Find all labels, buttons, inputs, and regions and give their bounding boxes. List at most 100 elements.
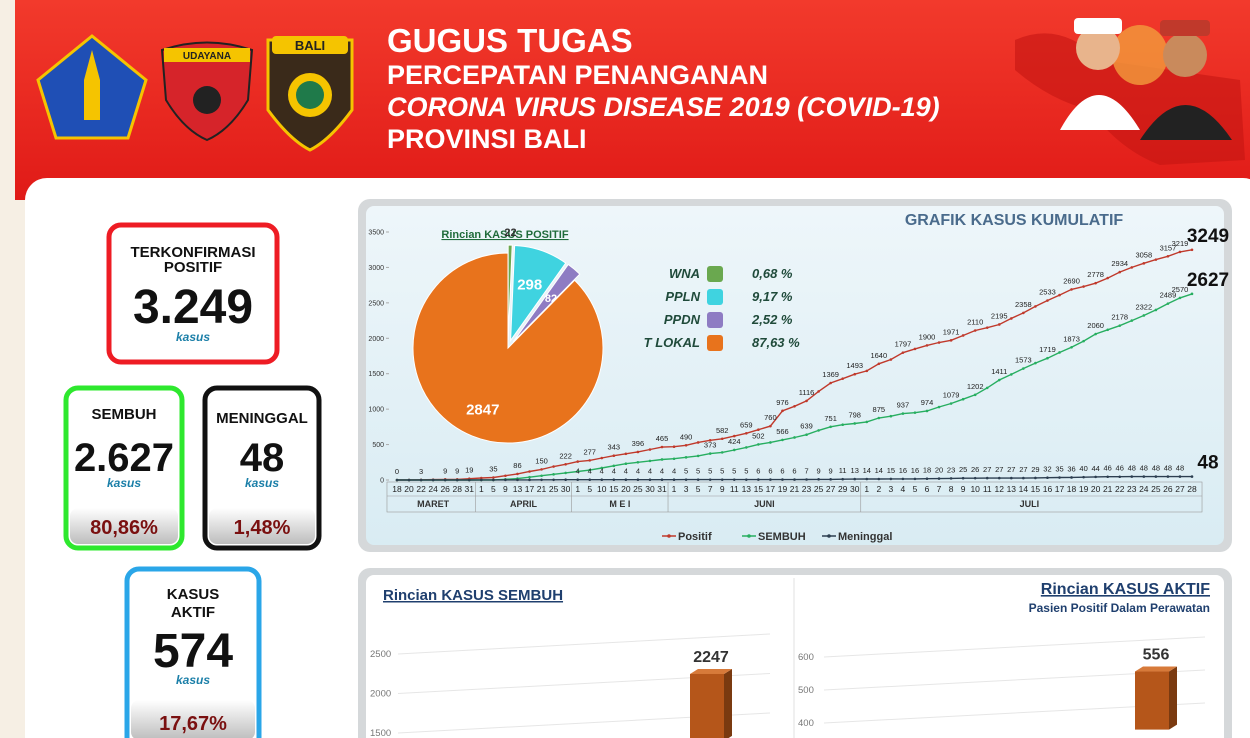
x-tick-label: 31 [465,484,475,494]
value-label: 48 [1164,464,1172,473]
value-label: 937 [897,401,910,410]
value-label: 4 [600,467,604,476]
data-point [973,393,977,397]
data-point [1142,314,1146,317]
data-point [829,478,832,481]
value-label: 5 [708,467,712,476]
value-label: 36 [1067,464,1075,473]
data-point [781,409,784,413]
card-unit: kasus [245,476,279,490]
card-unit: kasus [176,330,210,344]
pie-legend-swatch [707,335,723,351]
data-point [1010,317,1013,320]
data-point [467,478,471,482]
x-tick-label: 20 [621,484,631,494]
data-point [1034,305,1037,308]
data-point [1130,475,1134,478]
data-point [901,351,905,354]
data-point [600,466,604,470]
data-point [708,478,712,481]
x-tick-label: 5 [913,484,918,494]
data-point [636,478,640,482]
card-label: MENINGGAL [216,410,308,427]
y-tick-label: 2500 [370,649,391,660]
value-label: 490 [680,432,693,441]
data-point [588,478,592,482]
data-point [407,478,411,482]
data-point [684,443,688,447]
data-point [865,369,869,373]
data-point [636,450,640,454]
value-label: 9 [817,466,821,475]
x-tick-label: 18 [1067,484,1077,494]
data-point [1082,475,1085,479]
grid-line [397,633,771,655]
value-label: 2060 [1087,321,1104,330]
legend-swatch [827,534,831,538]
data-point [925,344,929,347]
card-label: KASUS [167,586,220,603]
data-point [1142,475,1146,478]
data-point [672,457,676,461]
data-point [1034,476,1037,480]
data-point [793,405,796,408]
value-label: 16 [899,466,907,475]
data-point [684,478,688,481]
value-label: 15 [887,466,895,475]
value-label: 40 [1079,464,1087,473]
data-point [648,448,652,451]
x-tick-label: 20 [1091,484,1101,494]
data-point [1154,308,1158,312]
pie-legend-percent: 87,63 % [752,335,800,350]
data-point [781,438,784,442]
data-point [997,476,1001,480]
data-point [564,462,567,466]
value-label: 23 [947,465,955,474]
card-deaths: MENINGGAL 48 kasus 1,48% [202,385,322,551]
bar-top [690,668,732,674]
value-label: 5 [744,467,748,476]
value-label: 0 [395,467,399,476]
data-point [696,441,700,444]
month-label: M E I [609,499,630,509]
value-label: 3157 [1160,243,1177,252]
data-point [937,341,941,344]
data-point [889,358,893,361]
pie-title: Rincian KASUS POSITIF [441,229,568,241]
data-point [937,405,941,409]
month-label: JULI [1020,499,1040,509]
value-label: 343 [608,443,621,452]
value-label: 86 [513,461,521,470]
data-point [576,460,579,463]
data-point [805,478,808,481]
y-tick-label: 2500 [368,300,384,307]
x-tick-label: 16 [1043,484,1053,494]
pie-legend-percent: 0,68 % [752,266,793,281]
y-tick-label: 600 [798,652,814,663]
pie-value-label: 22 [504,227,516,239]
y-tick-label: 3000 [368,265,384,272]
x-tick-label: 26 [440,484,450,494]
data-point [853,422,857,425]
data-point [1034,361,1037,365]
card-percent: 17,67% [159,713,227,735]
value-label: 2778 [1087,270,1104,279]
x-tick-label: 24 [428,484,438,494]
data-point [528,475,531,479]
value-label: 5 [732,467,736,476]
logo-text: BALI [295,38,325,53]
data-point [985,386,989,390]
data-point [1022,367,1025,370]
x-tick-label: 25 [549,484,559,494]
data-point [552,465,555,468]
value-label: 1719 [1039,345,1056,354]
x-tick-label: 2 [876,484,881,494]
value-label: 373 [704,441,717,450]
data-point [696,478,700,481]
value-label: 2533 [1039,288,1056,297]
header-line: PROVINSI BALI [387,124,587,154]
value-label: 2322 [1135,302,1152,311]
data-point [1166,475,1170,478]
x-tick-label: 25 [633,484,643,494]
